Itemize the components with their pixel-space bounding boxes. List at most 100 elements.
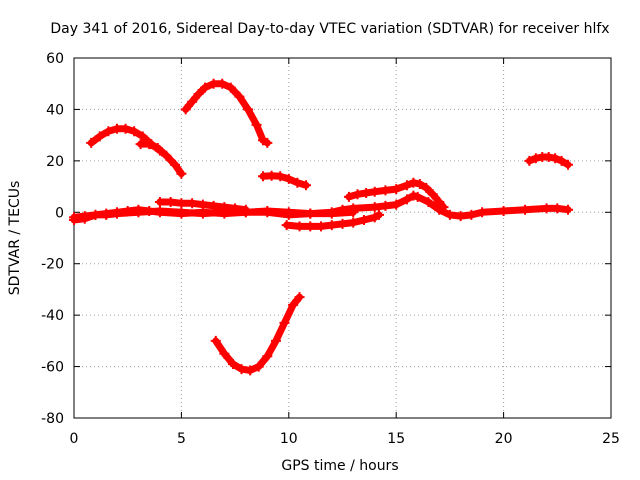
data-point	[316, 221, 327, 232]
grid-lines	[74, 58, 611, 418]
series-arc-2	[135, 139, 187, 179]
data-point	[154, 206, 165, 216]
data-point	[556, 155, 567, 166]
data-point	[444, 209, 455, 220]
data-point	[176, 207, 187, 218]
data-point	[258, 171, 269, 182]
data-point	[520, 204, 531, 215]
data-point	[165, 197, 176, 207]
data-point	[530, 153, 541, 164]
data-point	[135, 139, 146, 150]
data-point	[391, 184, 402, 195]
data-point	[193, 89, 204, 99]
data-point	[90, 209, 101, 220]
series-line	[70, 207, 357, 224]
data-point	[262, 137, 273, 148]
data-point	[326, 208, 337, 219]
data-point	[225, 82, 236, 93]
y-tick-label: 60	[46, 51, 64, 67]
data-point	[294, 292, 305, 303]
data-point	[219, 202, 230, 213]
plot-frame	[73, 57, 612, 419]
data-point	[498, 206, 509, 216]
data-point	[266, 170, 277, 181]
series-arc-9	[524, 152, 574, 170]
data-point	[337, 218, 348, 229]
data-point	[144, 139, 155, 150]
data-point	[283, 173, 294, 184]
data-point	[288, 299, 299, 310]
y-tick-label: -60	[41, 360, 64, 376]
data-point	[219, 348, 230, 359]
y-tick-label: -40	[41, 308, 64, 324]
y-tick-label: 40	[46, 102, 64, 118]
data-point	[129, 126, 140, 137]
series-arc-6	[154, 197, 251, 215]
data-point	[294, 221, 305, 232]
data-point	[200, 82, 211, 93]
data-point	[242, 104, 253, 115]
data-point	[69, 215, 79, 225]
data-point	[275, 171, 286, 182]
data-point	[208, 78, 219, 89]
data-point	[79, 213, 90, 224]
y-tick-label: -20	[41, 257, 64, 273]
data-point	[240, 204, 251, 215]
data-point	[550, 153, 561, 164]
data-point	[161, 150, 172, 161]
data-point	[262, 351, 273, 362]
data-point	[120, 123, 131, 134]
data-point	[236, 364, 247, 375]
series-arc-7	[281, 209, 385, 232]
data-point	[300, 180, 311, 191]
data-point	[251, 119, 262, 130]
data-point	[552, 203, 563, 214]
data-point	[270, 335, 281, 346]
data-point	[380, 185, 391, 196]
x-axis-label: GPS time / hours	[281, 458, 398, 474]
data-point	[217, 78, 228, 89]
data-point	[455, 211, 466, 222]
series-arc-5	[210, 292, 305, 376]
data-point	[421, 182, 432, 193]
data-point	[281, 220, 292, 231]
y-tick-label: 0	[55, 205, 64, 221]
data-marks	[69, 78, 574, 376]
data-point	[154, 197, 165, 207]
data-point	[361, 188, 372, 198]
y-axis-ticks: -80 -60 -40 -20 0 20 40 60	[41, 51, 611, 427]
series-arc-4	[258, 170, 311, 191]
data-point	[292, 177, 303, 188]
data-point	[176, 168, 187, 179]
data-point	[477, 207, 488, 218]
data-point	[326, 220, 337, 231]
data-point	[391, 199, 402, 210]
series-arc-3	[180, 78, 273, 148]
series-line	[182, 80, 271, 147]
data-point	[401, 194, 412, 205]
x-tick-label: 5	[177, 431, 186, 447]
data-point	[234, 91, 245, 102]
data-point	[262, 207, 273, 218]
data-point	[152, 143, 163, 153]
data-point	[197, 208, 208, 219]
series-line	[283, 211, 383, 230]
data-point	[343, 191, 354, 202]
data-point	[563, 204, 574, 215]
data-point	[230, 203, 241, 214]
data-point	[348, 217, 359, 228]
data-point	[348, 207, 359, 218]
data-point	[438, 202, 449, 213]
data-point	[427, 189, 438, 200]
series-arc-1	[86, 123, 165, 156]
y-tick-label: -80	[41, 411, 64, 427]
data-point	[208, 200, 219, 211]
data-point	[563, 159, 574, 170]
data-point	[283, 209, 294, 220]
y-axis-label: SDTVAR / TECUs	[7, 181, 23, 296]
data-point	[253, 361, 264, 372]
data-point	[169, 159, 180, 170]
data-point	[412, 191, 423, 202]
data-point	[414, 179, 425, 189]
